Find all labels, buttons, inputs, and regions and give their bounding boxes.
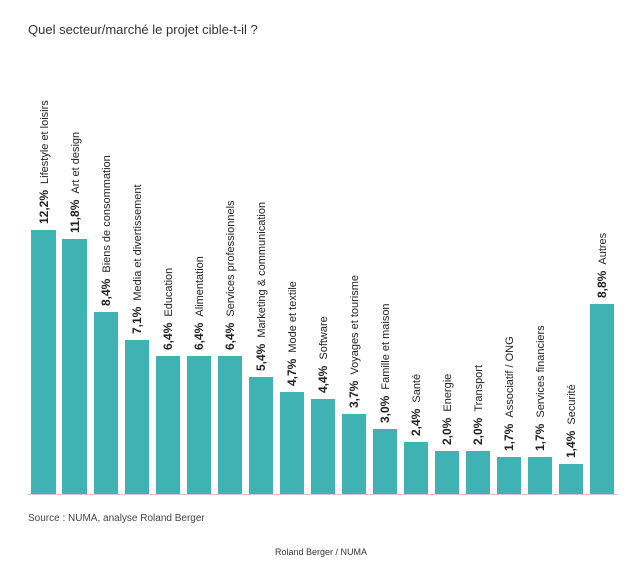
bar-label: 3,7% Voyages et tourisme bbox=[347, 275, 361, 408]
bar-wrap: 1,4% Securité bbox=[556, 55, 587, 494]
bar bbox=[435, 451, 459, 494]
bar-category: Education bbox=[163, 267, 175, 316]
bar bbox=[125, 340, 149, 494]
bar-label: 2,4% Santé bbox=[409, 374, 423, 436]
footer-credit: Roland Berger / NUMA bbox=[0, 547, 642, 557]
bar bbox=[528, 457, 552, 494]
bar-label: 11,8% Art et design bbox=[68, 132, 82, 233]
bar-category: Lifestyle et loisirs bbox=[39, 100, 51, 184]
bar-category: Mode et textile bbox=[287, 281, 299, 353]
bar-wrap: 1,7% Associatif / ONG bbox=[494, 55, 525, 494]
bar-label: 12,2% Lifestyle et loisirs bbox=[37, 100, 51, 224]
chart-title: Quel secteur/marché le projet cible-t-il… bbox=[28, 22, 258, 37]
bar-percent: 2,4% bbox=[409, 409, 423, 436]
bar bbox=[31, 230, 55, 494]
source-text: Source : NUMA, analyse Roland Berger bbox=[28, 513, 205, 524]
bar-label: 6,4% Education bbox=[161, 267, 175, 349]
bar-category: Services financiers bbox=[535, 326, 547, 418]
bar bbox=[62, 239, 86, 494]
bar-label: 1,7% Services financiers bbox=[533, 326, 547, 452]
bar-label: 8,8% Autres bbox=[595, 232, 609, 297]
bar-label: 8,4% Biens de consommation bbox=[99, 155, 113, 306]
bar-wrap: 5,4% Marketing & communication bbox=[245, 55, 276, 494]
bar-wrap: 4,4% Software bbox=[307, 55, 338, 494]
bar-label: 2,0% Energie bbox=[440, 373, 454, 444]
bar-category: Biens de consommation bbox=[101, 155, 113, 272]
bar-percent: 1,4% bbox=[564, 430, 578, 457]
bar-label: 1,4% Securité bbox=[564, 384, 578, 458]
bar-category: Famille et maison bbox=[380, 304, 392, 390]
bar-percent: 8,4% bbox=[99, 279, 113, 306]
bar bbox=[373, 429, 397, 494]
bar-percent: 2,0% bbox=[471, 417, 485, 444]
bar-percent: 2,0% bbox=[440, 417, 454, 444]
bar-category: Art et design bbox=[70, 132, 82, 194]
bar-wrap: 2,4% Santé bbox=[401, 55, 432, 494]
bar-category: Services professionnels bbox=[225, 200, 237, 316]
bar bbox=[559, 464, 583, 494]
bar-wrap: 6,4% Alimentation bbox=[183, 55, 214, 494]
bar-label: 4,4% Software bbox=[316, 316, 330, 393]
bar-percent: 6,4% bbox=[161, 322, 175, 349]
bar-percent: 1,7% bbox=[502, 424, 516, 451]
bar-wrap: 6,4% Education bbox=[152, 55, 183, 494]
bar bbox=[311, 399, 335, 494]
bar-category: Autres bbox=[597, 232, 609, 264]
bar-label: 1,7% Associatif / ONG bbox=[502, 337, 516, 452]
bar-percent: 8,8% bbox=[595, 270, 609, 297]
bar-percent: 3,0% bbox=[378, 396, 392, 423]
bar-wrap: 2,0% Transport bbox=[463, 55, 494, 494]
bar-category: Securité bbox=[566, 384, 578, 424]
bar-wrap: 1,7% Services financiers bbox=[525, 55, 556, 494]
bar-label: 6,4% Alimentation bbox=[192, 256, 206, 350]
bar-wrap: 7,1% Media et divertissement bbox=[121, 55, 152, 494]
bar-category: Marketing & communication bbox=[256, 202, 268, 338]
bar-category: Transport bbox=[473, 365, 485, 412]
bar bbox=[466, 451, 490, 494]
bar-chart: 12,2% Lifestyle et loisirs 11,8% Art et des… bbox=[28, 55, 618, 495]
bar-wrap: 2,0% Energie bbox=[432, 55, 463, 494]
bar-percent: 4,7% bbox=[285, 359, 299, 386]
bar bbox=[404, 442, 428, 494]
bar-percent: 7,1% bbox=[130, 307, 144, 334]
bar-percent: 3,7% bbox=[347, 381, 361, 408]
bar-category: Voyages et tourisme bbox=[349, 275, 361, 375]
bar-category: Media et divertissement bbox=[132, 185, 144, 301]
bar-label: 3,0% Famille et maison bbox=[378, 304, 392, 424]
bar-wrap: 8,8% Autres bbox=[587, 55, 618, 494]
bar-label: 6,4% Services professionnels bbox=[223, 200, 237, 350]
bar-wrap: 3,7% Voyages et tourisme bbox=[338, 55, 369, 494]
bar-category: Santé bbox=[411, 374, 423, 403]
bar-percent: 4,4% bbox=[316, 365, 330, 392]
bar bbox=[590, 304, 614, 494]
bar-category: Energie bbox=[442, 373, 454, 411]
bar-wrap: 8,4% Biens de consommation bbox=[90, 55, 121, 494]
bar bbox=[187, 356, 211, 494]
bar-wrap: 12,2% Lifestyle et loisirs bbox=[28, 55, 59, 494]
bar bbox=[497, 457, 521, 494]
bar-label: 7,1% Media et divertissement bbox=[130, 185, 144, 335]
bar-label: 2,0% Transport bbox=[471, 365, 485, 445]
bar-category: Software bbox=[318, 316, 330, 359]
bar-label: 5,4% Marketing & communication bbox=[254, 202, 268, 371]
bar bbox=[156, 356, 180, 494]
bar-wrap: 4,7% Mode et textile bbox=[276, 55, 307, 494]
bar bbox=[249, 377, 273, 494]
bar-wrap: 11,8% Art et design bbox=[59, 55, 90, 494]
bar-percent: 5,4% bbox=[254, 344, 268, 371]
bar bbox=[218, 356, 242, 494]
bar-wrap: 3,0% Famille et maison bbox=[370, 55, 401, 494]
bar-percent: 1,7% bbox=[533, 424, 547, 451]
bar bbox=[280, 392, 304, 494]
bar-category: Alimentation bbox=[194, 256, 206, 317]
bar-percent: 6,4% bbox=[192, 322, 206, 349]
bar-label: 4,7% Mode et textile bbox=[285, 281, 299, 386]
bar-category: Associatif / ONG bbox=[504, 337, 516, 418]
bar bbox=[94, 312, 118, 494]
bar-percent: 11,8% bbox=[68, 199, 82, 232]
bar bbox=[342, 414, 366, 494]
bar-percent: 12,2% bbox=[37, 190, 51, 224]
bar-wrap: 6,4% Services professionnels bbox=[214, 55, 245, 494]
bar-percent: 6,4% bbox=[223, 322, 237, 349]
